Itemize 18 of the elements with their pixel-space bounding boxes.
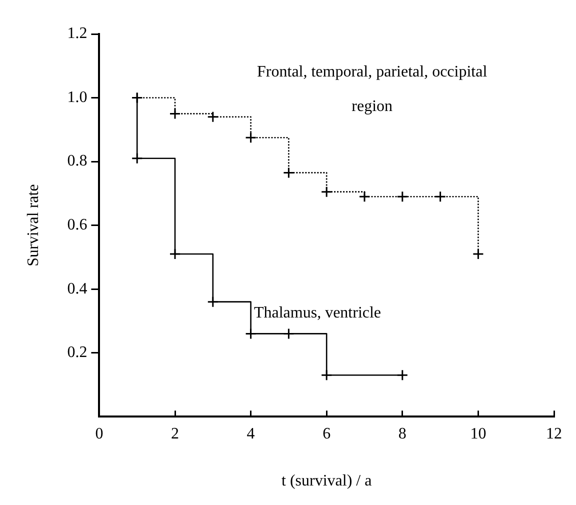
y-tick-label: 1.2	[67, 25, 88, 42]
y-tick-label: 0.6	[67, 216, 88, 234]
y-tick-label: 1.0	[67, 88, 88, 106]
x-tick-label: 4	[246, 425, 255, 442]
x-tick-label: 2	[171, 425, 179, 442]
annotation: region	[352, 98, 393, 115]
x-axis-title: t (survival) / a	[282, 472, 372, 490]
x-tick-label: 12	[546, 425, 562, 442]
x-tick-label: 6	[322, 425, 331, 442]
y-tick-label: 0.4	[67, 280, 88, 298]
annotation: Thalamus, ventricle	[254, 304, 382, 322]
y-tick-label: 0.2	[67, 344, 88, 362]
x-tick-label: 10	[470, 425, 486, 442]
x-tick-label: 8	[398, 425, 406, 442]
annotation: Frontal, temporal, parietal, occipital	[257, 63, 488, 80]
y-tick-label: 0.8	[67, 152, 88, 170]
y-axis-title: Survival rate	[24, 184, 42, 266]
x-tick-label: 0	[95, 425, 104, 442]
